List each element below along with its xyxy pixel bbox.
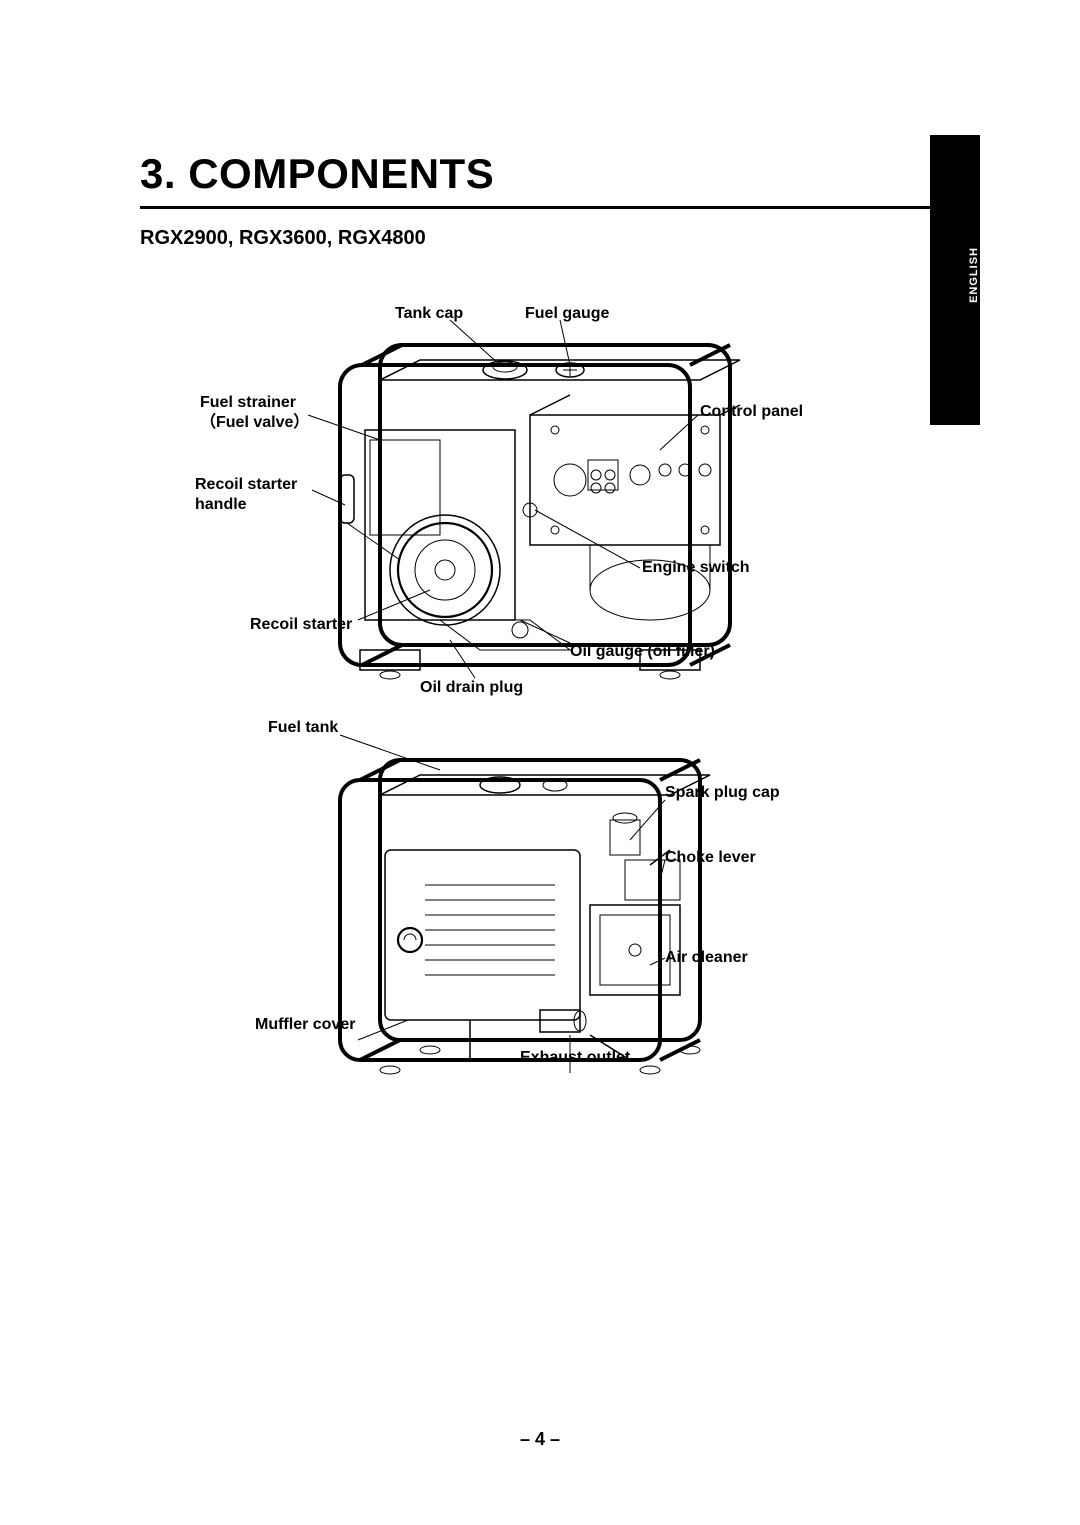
- diagram-area: Tank cap Fuel gauge Fuel strainer （Fuel …: [140, 280, 900, 1180]
- label-choke-lever: Choke lever: [665, 848, 756, 868]
- callout-lines-bottom: [140, 710, 900, 1170]
- label-fuel-gauge: Fuel gauge: [525, 304, 609, 324]
- label-fuel-strainer: Fuel strainer （Fuel valve）: [200, 393, 309, 433]
- label-engine-switch: Engine switch: [642, 558, 750, 578]
- label-oil-gauge: Oil gauge (oil filler): [570, 642, 715, 662]
- label-tank-cap: Tank cap: [395, 304, 463, 324]
- label-exhaust-outlet: Exhaust outlet: [520, 1048, 630, 1068]
- label-oil-drain: Oil drain plug: [420, 678, 523, 698]
- label-fuel-strainer-l2: （Fuel valve）: [200, 414, 309, 431]
- language-tab-text: ENGLISH: [968, 247, 980, 303]
- label-muffler-cover: Muffler cover: [255, 1015, 355, 1035]
- label-recoil-starter: Recoil starter: [250, 615, 352, 635]
- label-spark-plug: Spark plug cap: [665, 783, 780, 803]
- section-title: 3. COMPONENTS: [140, 150, 940, 209]
- page-number: – 4 –: [0, 1429, 1080, 1450]
- label-fuel-strainer-l1: Fuel strainer: [200, 394, 296, 411]
- label-air-cleaner: Air cleaner: [665, 948, 748, 968]
- label-recoil-handle-l1: Recoil starter: [195, 476, 297, 493]
- label-recoil-handle-l2: handle: [195, 496, 247, 513]
- label-fuel-tank: Fuel tank: [268, 718, 338, 738]
- page-content: 3. COMPONENTS RGX2900, RGX3600, RGX4800: [140, 150, 940, 1180]
- subtitle: RGX2900, RGX3600, RGX4800: [140, 227, 940, 250]
- label-control-panel: Control panel: [700, 402, 803, 422]
- label-recoil-handle: Recoil starter handle: [195, 475, 297, 515]
